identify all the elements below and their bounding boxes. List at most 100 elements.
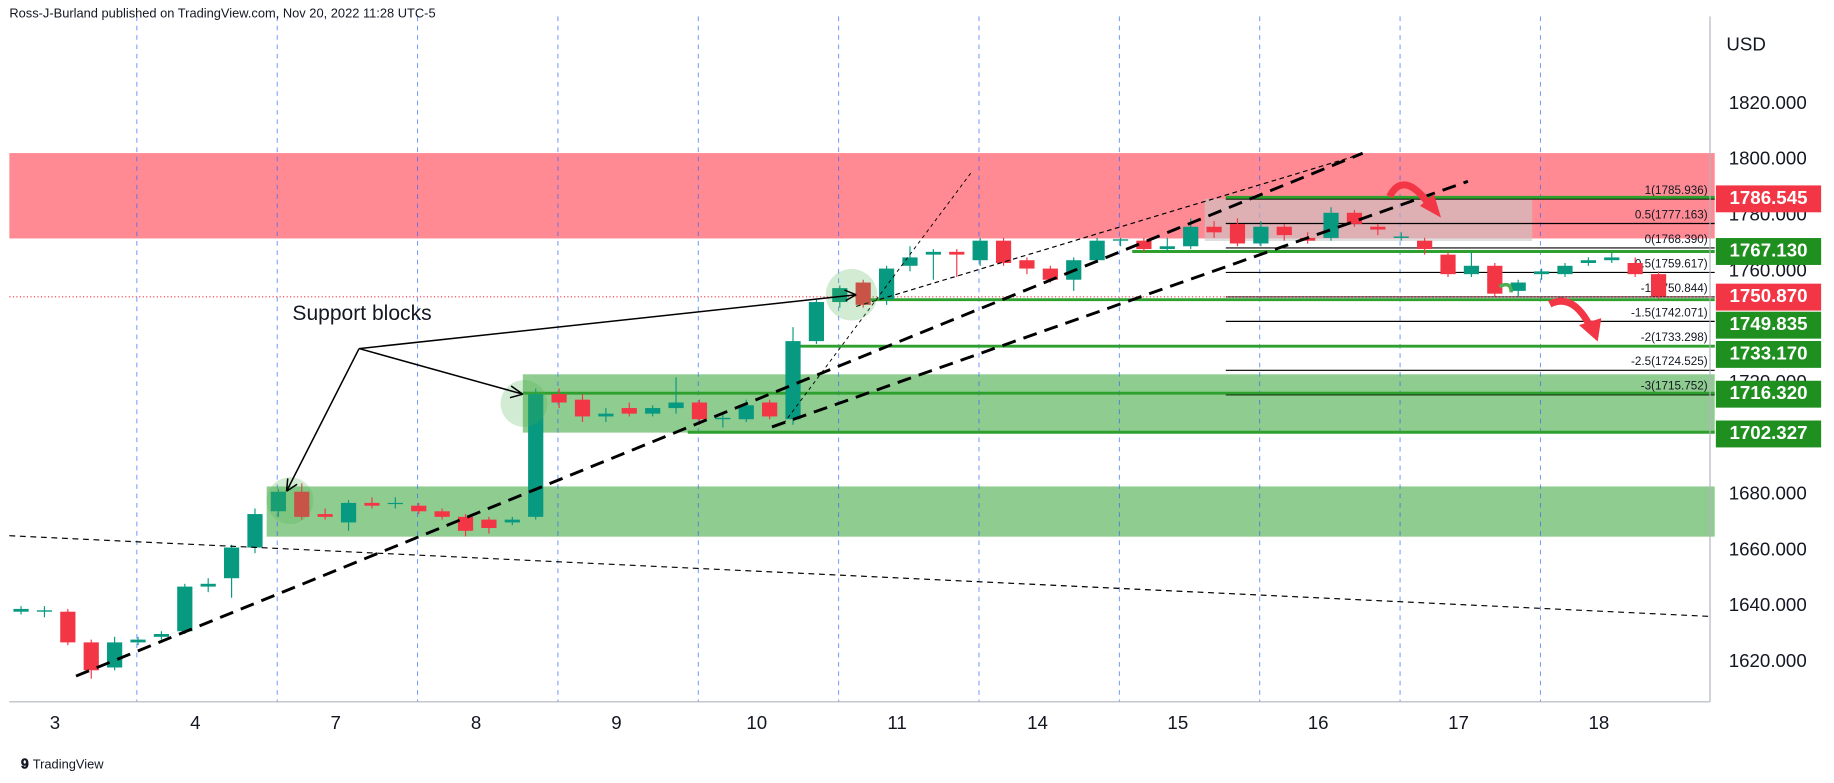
candle-body bbox=[1136, 240, 1152, 250]
candle-body bbox=[504, 519, 520, 523]
grid bbox=[136, 16, 1541, 702]
candle-body bbox=[411, 505, 427, 512]
zone bbox=[522, 374, 1715, 433]
candle-body bbox=[340, 502, 357, 523]
currency: USD bbox=[1726, 34, 1766, 55]
candle-body bbox=[1159, 246, 1175, 250]
arrow bbox=[1579, 318, 1602, 342]
candle-body bbox=[434, 511, 450, 517]
candle-body bbox=[1323, 212, 1339, 238]
price-label: 1750.870 bbox=[1729, 285, 1807, 306]
trendline bbox=[9, 535, 1711, 618]
x-tick-label: 18 bbox=[1588, 712, 1609, 733]
candle-body bbox=[1276, 226, 1292, 236]
candle-body bbox=[645, 408, 661, 414]
trendline bbox=[856, 155, 1357, 308]
candle-body bbox=[1580, 260, 1596, 263]
candle-body bbox=[36, 610, 53, 612]
candle-body bbox=[1206, 226, 1222, 233]
candle-body bbox=[1487, 265, 1503, 294]
y-tick-label: 1680.000 bbox=[1729, 482, 1807, 503]
arrow bbox=[285, 348, 360, 492]
candle-body bbox=[832, 288, 848, 303]
footer: TradingView bbox=[33, 756, 104, 771]
candle-body bbox=[1370, 226, 1386, 230]
price-label: 1786.545 bbox=[1729, 187, 1807, 208]
candle-body bbox=[1019, 260, 1035, 269]
x-tick-label: 8 bbox=[471, 712, 481, 733]
candle-body bbox=[153, 634, 170, 637]
price-label-box bbox=[1715, 311, 1822, 339]
candle-body bbox=[551, 394, 567, 403]
candle-body bbox=[1510, 282, 1526, 291]
x-tick-label: 14 bbox=[1027, 712, 1048, 733]
candle-body bbox=[1042, 268, 1058, 280]
candle-body bbox=[1393, 236, 1409, 238]
candle-body bbox=[247, 514, 263, 548]
price-label-box bbox=[1715, 380, 1822, 408]
candle-body bbox=[972, 240, 988, 261]
candle-body bbox=[1112, 239, 1129, 241]
x-tick-label: 4 bbox=[190, 712, 200, 733]
x-tick-label: 16 bbox=[1308, 712, 1329, 733]
candle-body bbox=[738, 405, 754, 420]
trendline bbox=[783, 172, 972, 424]
fib-label: -2(1733.298) bbox=[1641, 331, 1708, 344]
arrow bbox=[358, 289, 857, 350]
candle-body bbox=[785, 341, 801, 420]
price-label-box bbox=[1715, 238, 1822, 265]
candle-body bbox=[762, 402, 778, 417]
header: Ross-J-Burland published on TradingView.… bbox=[9, 5, 435, 20]
price-label: 1716.320 bbox=[1729, 382, 1807, 403]
levels: 1(1785.936) 0.5(1777.163) 0(1768.390) -0.5(… bbox=[9, 184, 1715, 434]
arrow bbox=[1498, 282, 1513, 293]
candle-body bbox=[668, 402, 684, 409]
candle-body bbox=[481, 519, 497, 529]
fib-label: -3(1715.752) bbox=[1641, 380, 1708, 393]
candle-body bbox=[855, 282, 871, 305]
fib-label: -0.5(1759.617) bbox=[1631, 257, 1708, 270]
highlight bbox=[266, 477, 314, 525]
candle-body bbox=[1229, 223, 1246, 244]
price-label-box bbox=[1715, 283, 1822, 311]
candle-body bbox=[902, 257, 918, 266]
arrow bbox=[1419, 194, 1441, 218]
candle-body bbox=[107, 642, 123, 668]
price-labels: 1786.545 1767.130 1750.870 1749.835 1733.170… bbox=[1715, 185, 1822, 448]
annotation: Support blocks bbox=[292, 302, 431, 325]
candle-body bbox=[715, 417, 731, 420]
x-tick-label: 17 bbox=[1448, 712, 1469, 733]
candle-body bbox=[270, 491, 286, 512]
x-tick-label: 11 bbox=[887, 712, 906, 733]
x-tick-label: 3 bbox=[50, 712, 60, 733]
price-label: 1733.170 bbox=[1729, 342, 1807, 363]
candle-body bbox=[1183, 226, 1199, 247]
price-label-box bbox=[1715, 340, 1822, 368]
candle-body bbox=[1604, 257, 1620, 261]
candle-body bbox=[949, 251, 965, 255]
candle-body bbox=[13, 608, 29, 612]
x-tick-label: 9 bbox=[611, 712, 621, 733]
candle-body bbox=[83, 642, 99, 671]
price-label: 1702.327 bbox=[1729, 422, 1807, 443]
candle-body bbox=[1557, 265, 1573, 275]
candle-body bbox=[1253, 226, 1269, 244]
fib-label: 0(1768.390) bbox=[1645, 233, 1708, 246]
candle-body bbox=[317, 514, 333, 517]
candle-body bbox=[1346, 212, 1363, 224]
trendline bbox=[75, 151, 1364, 678]
candle-body bbox=[1440, 254, 1456, 275]
candle-body bbox=[1533, 271, 1550, 275]
candle-body bbox=[1650, 274, 1667, 297]
candle-body bbox=[995, 240, 1012, 263]
candle-body bbox=[808, 302, 825, 342]
fib-label: -1.5(1742.071) bbox=[1631, 306, 1708, 319]
highlight bbox=[500, 380, 548, 427]
logo-mark: 𝟗 bbox=[21, 756, 29, 772]
y-tick-label: 1620.000 bbox=[1729, 650, 1807, 671]
y-tick-label: 1640.000 bbox=[1729, 594, 1807, 615]
candle-body bbox=[60, 611, 76, 643]
y-tick-label: 1660.000 bbox=[1729, 538, 1807, 559]
price-label: 1767.130 bbox=[1729, 239, 1807, 260]
